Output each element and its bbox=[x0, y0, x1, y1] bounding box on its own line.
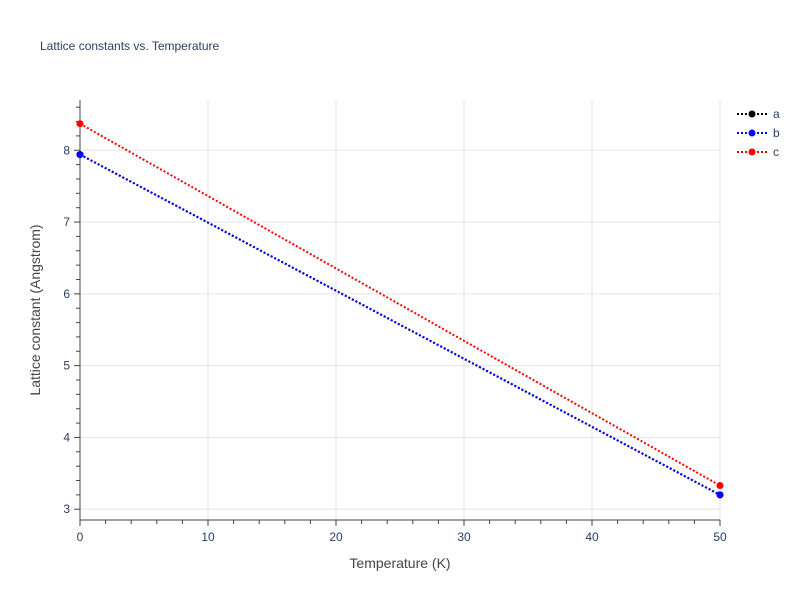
legend-marker bbox=[748, 129, 756, 137]
y-tick-label: 3 bbox=[63, 502, 70, 516]
data-point bbox=[716, 482, 724, 490]
x-tick-label: 30 bbox=[457, 530, 471, 544]
y-tick-label: 5 bbox=[63, 359, 70, 373]
x-axis-title: Temperature (K) bbox=[349, 555, 450, 571]
series-line-b bbox=[79, 153, 721, 496]
series-lines bbox=[76, 120, 724, 499]
legend-marker bbox=[748, 148, 756, 156]
x-tick-label: 10 bbox=[201, 530, 215, 544]
series-c bbox=[76, 120, 724, 490]
legend-item-a[interactable]: a bbox=[737, 107, 780, 121]
legend-label: a bbox=[773, 107, 780, 121]
y-tick-label: 6 bbox=[63, 287, 70, 301]
x-tick-label: 50 bbox=[713, 530, 727, 544]
y-tick-label: 7 bbox=[63, 215, 70, 229]
y-axis-title: Lattice constant (Angstrom) bbox=[27, 224, 43, 395]
x-tick-label: 0 bbox=[77, 530, 84, 544]
grid bbox=[80, 100, 721, 520]
legend-item-b[interactable]: b bbox=[737, 126, 780, 140]
y-tick-label: 4 bbox=[63, 430, 70, 444]
x-tick-label: 20 bbox=[329, 530, 343, 544]
series-line-c bbox=[79, 122, 721, 487]
y-tick-label: 8 bbox=[63, 143, 70, 157]
x-tick-label: 40 bbox=[585, 530, 599, 544]
legend-marker bbox=[748, 110, 756, 118]
data-point bbox=[716, 491, 724, 499]
chart-title: Lattice constants vs. Temperature bbox=[40, 39, 220, 53]
legend-item-c[interactable]: c bbox=[737, 145, 779, 159]
legend-label: b bbox=[773, 126, 780, 140]
legend: abc bbox=[737, 107, 780, 159]
data-point bbox=[76, 120, 84, 128]
axis-ticks: 0 10 20 30 40 50 3 4 5 6 7 8 bbox=[63, 106, 727, 544]
data-point bbox=[76, 151, 84, 159]
legend-label: c bbox=[773, 145, 779, 159]
series-b bbox=[76, 151, 724, 499]
